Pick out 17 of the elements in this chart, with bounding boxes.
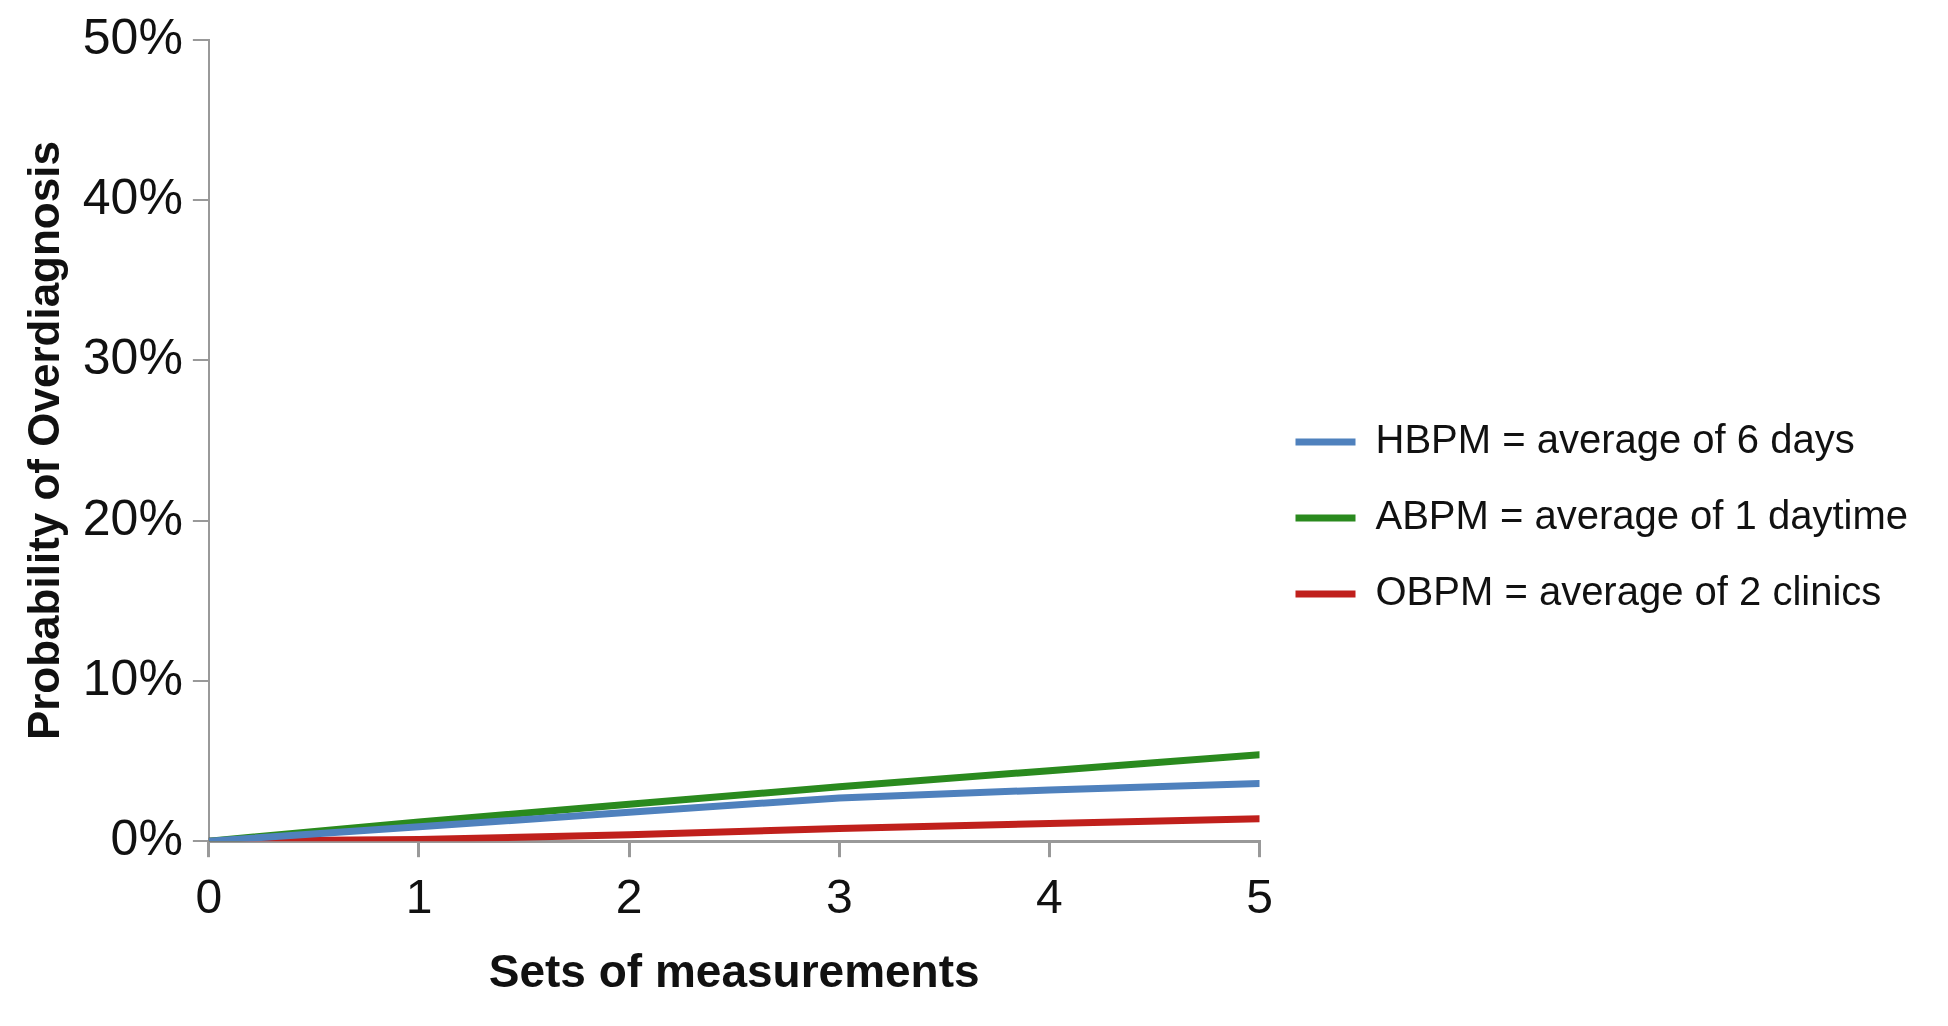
x-tick-label: 0 — [195, 870, 223, 924]
x-tick-label: 2 — [615, 870, 643, 924]
y-tick-label: 20% — [82, 489, 183, 546]
y-tick-label: 50% — [82, 8, 183, 65]
x-tick-label: 1 — [405, 870, 433, 924]
legend-label: ABPM = average of 1 daytime — [1375, 493, 1908, 538]
legend-label: HBPM = average of 6 days — [1375, 417, 1855, 462]
y-tick-label: 40% — [82, 169, 183, 226]
y-tick-label: 30% — [82, 329, 183, 386]
legend-label: OBPM = average of 2 clinics — [1375, 569, 1882, 614]
x-tick-label: 3 — [825, 870, 853, 924]
y-tick-label: 0% — [110, 809, 183, 866]
x-axis-title: Sets of measurements — [488, 945, 980, 998]
y-tick-label: 10% — [82, 649, 183, 706]
y-axis-title: Probability of Overdiagnosis — [18, 141, 68, 741]
x-tick-label: 4 — [1036, 870, 1063, 924]
x-tick-label: 5 — [1246, 870, 1273, 924]
